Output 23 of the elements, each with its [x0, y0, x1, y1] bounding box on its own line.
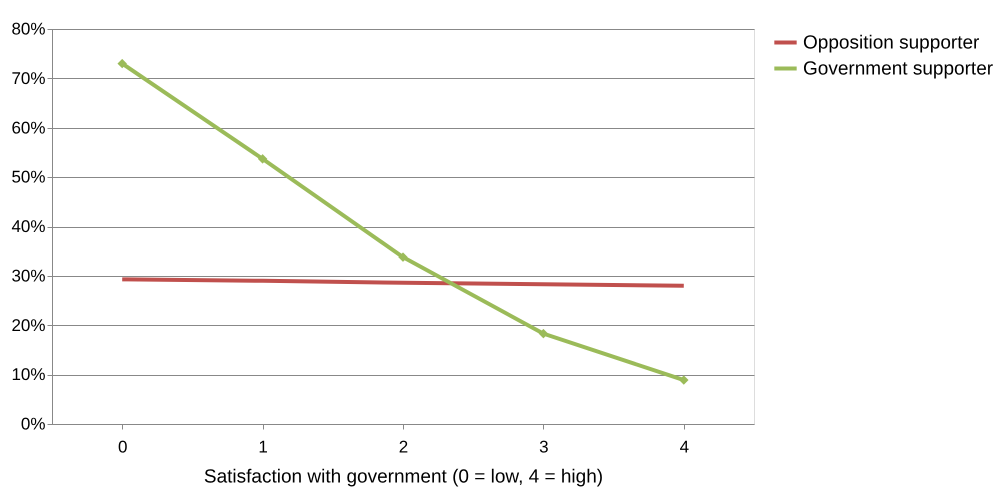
- y-tick-label: 80%: [11, 20, 46, 38]
- point: [258, 154, 268, 164]
- point: [117, 58, 127, 68]
- x-tick-label: 1: [258, 438, 268, 456]
- x-tick-label: 4: [680, 438, 690, 456]
- y-tick-label: 70%: [11, 68, 46, 88]
- y-tick-label: 30%: [11, 266, 46, 286]
- line-series: [120, 277, 686, 288]
- y-tick-label: 50%: [11, 168, 46, 187]
- x-tick-label: 3: [539, 438, 549, 456]
- y-tick-label: 40%: [11, 217, 46, 236]
- x-tick-label: 2: [398, 438, 408, 456]
- y-tick-label: 10%: [11, 365, 46, 384]
- x-tick-label: 0: [118, 438, 128, 456]
- legend-label: Government supporter: [803, 58, 994, 80]
- y-tick-label: 60%: [11, 118, 46, 138]
- point: [538, 328, 548, 338]
- y-tick-label: 0%: [20, 414, 46, 434]
- x-axis-title: Satisfaction with government (0 = low, 4 = high): [204, 466, 604, 488]
- point: [398, 252, 408, 262]
- legend-label: Opposition supporter: [803, 32, 980, 54]
- y-tick-label: 20%: [11, 316, 46, 335]
- point: [679, 375, 689, 385]
